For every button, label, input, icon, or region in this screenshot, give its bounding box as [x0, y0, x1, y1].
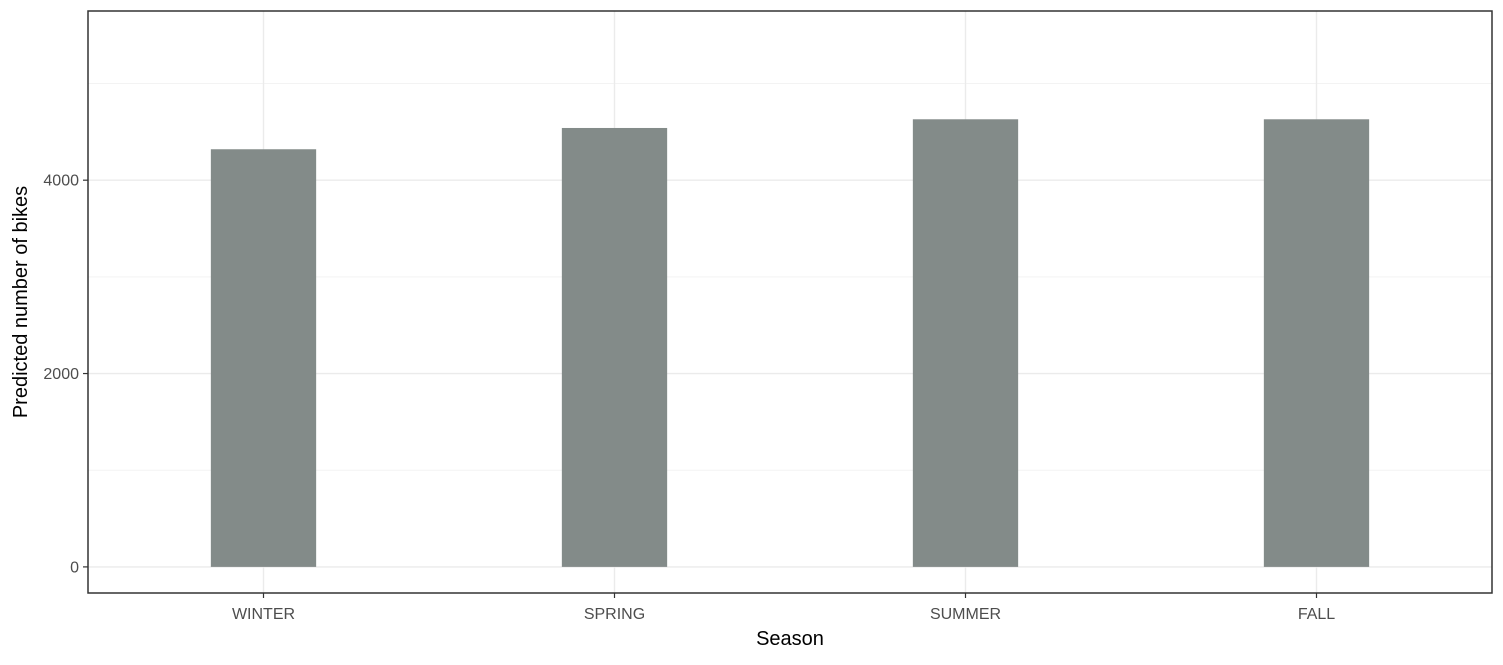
axis-ticks	[83, 179, 1318, 598]
x-tick-label: FALL	[1298, 606, 1335, 623]
bars	[210, 119, 1370, 567]
bar-summer	[912, 119, 1019, 567]
x-tick-label: SUMMER	[930, 606, 1001, 623]
y-axis-title: Predicted number of bikes	[10, 186, 32, 418]
y-tick-label: 2000	[43, 366, 79, 383]
bar-fall	[1263, 119, 1370, 567]
y-tick-label: 0	[70, 559, 79, 576]
bar-spring	[561, 127, 668, 567]
y-tick-labels: 0 2000 4000	[43, 173, 79, 577]
x-tick-label: WINTER	[232, 606, 295, 623]
panel-border	[87, 10, 1493, 594]
x-tick-label: SPRING	[584, 606, 645, 623]
x-axis-title: Season	[756, 628, 824, 650]
y-tick-label: 4000	[43, 173, 79, 190]
bar-winter	[210, 149, 317, 567]
x-tick-labels: WINTER SPRING SUMMER FALL	[232, 606, 1335, 623]
